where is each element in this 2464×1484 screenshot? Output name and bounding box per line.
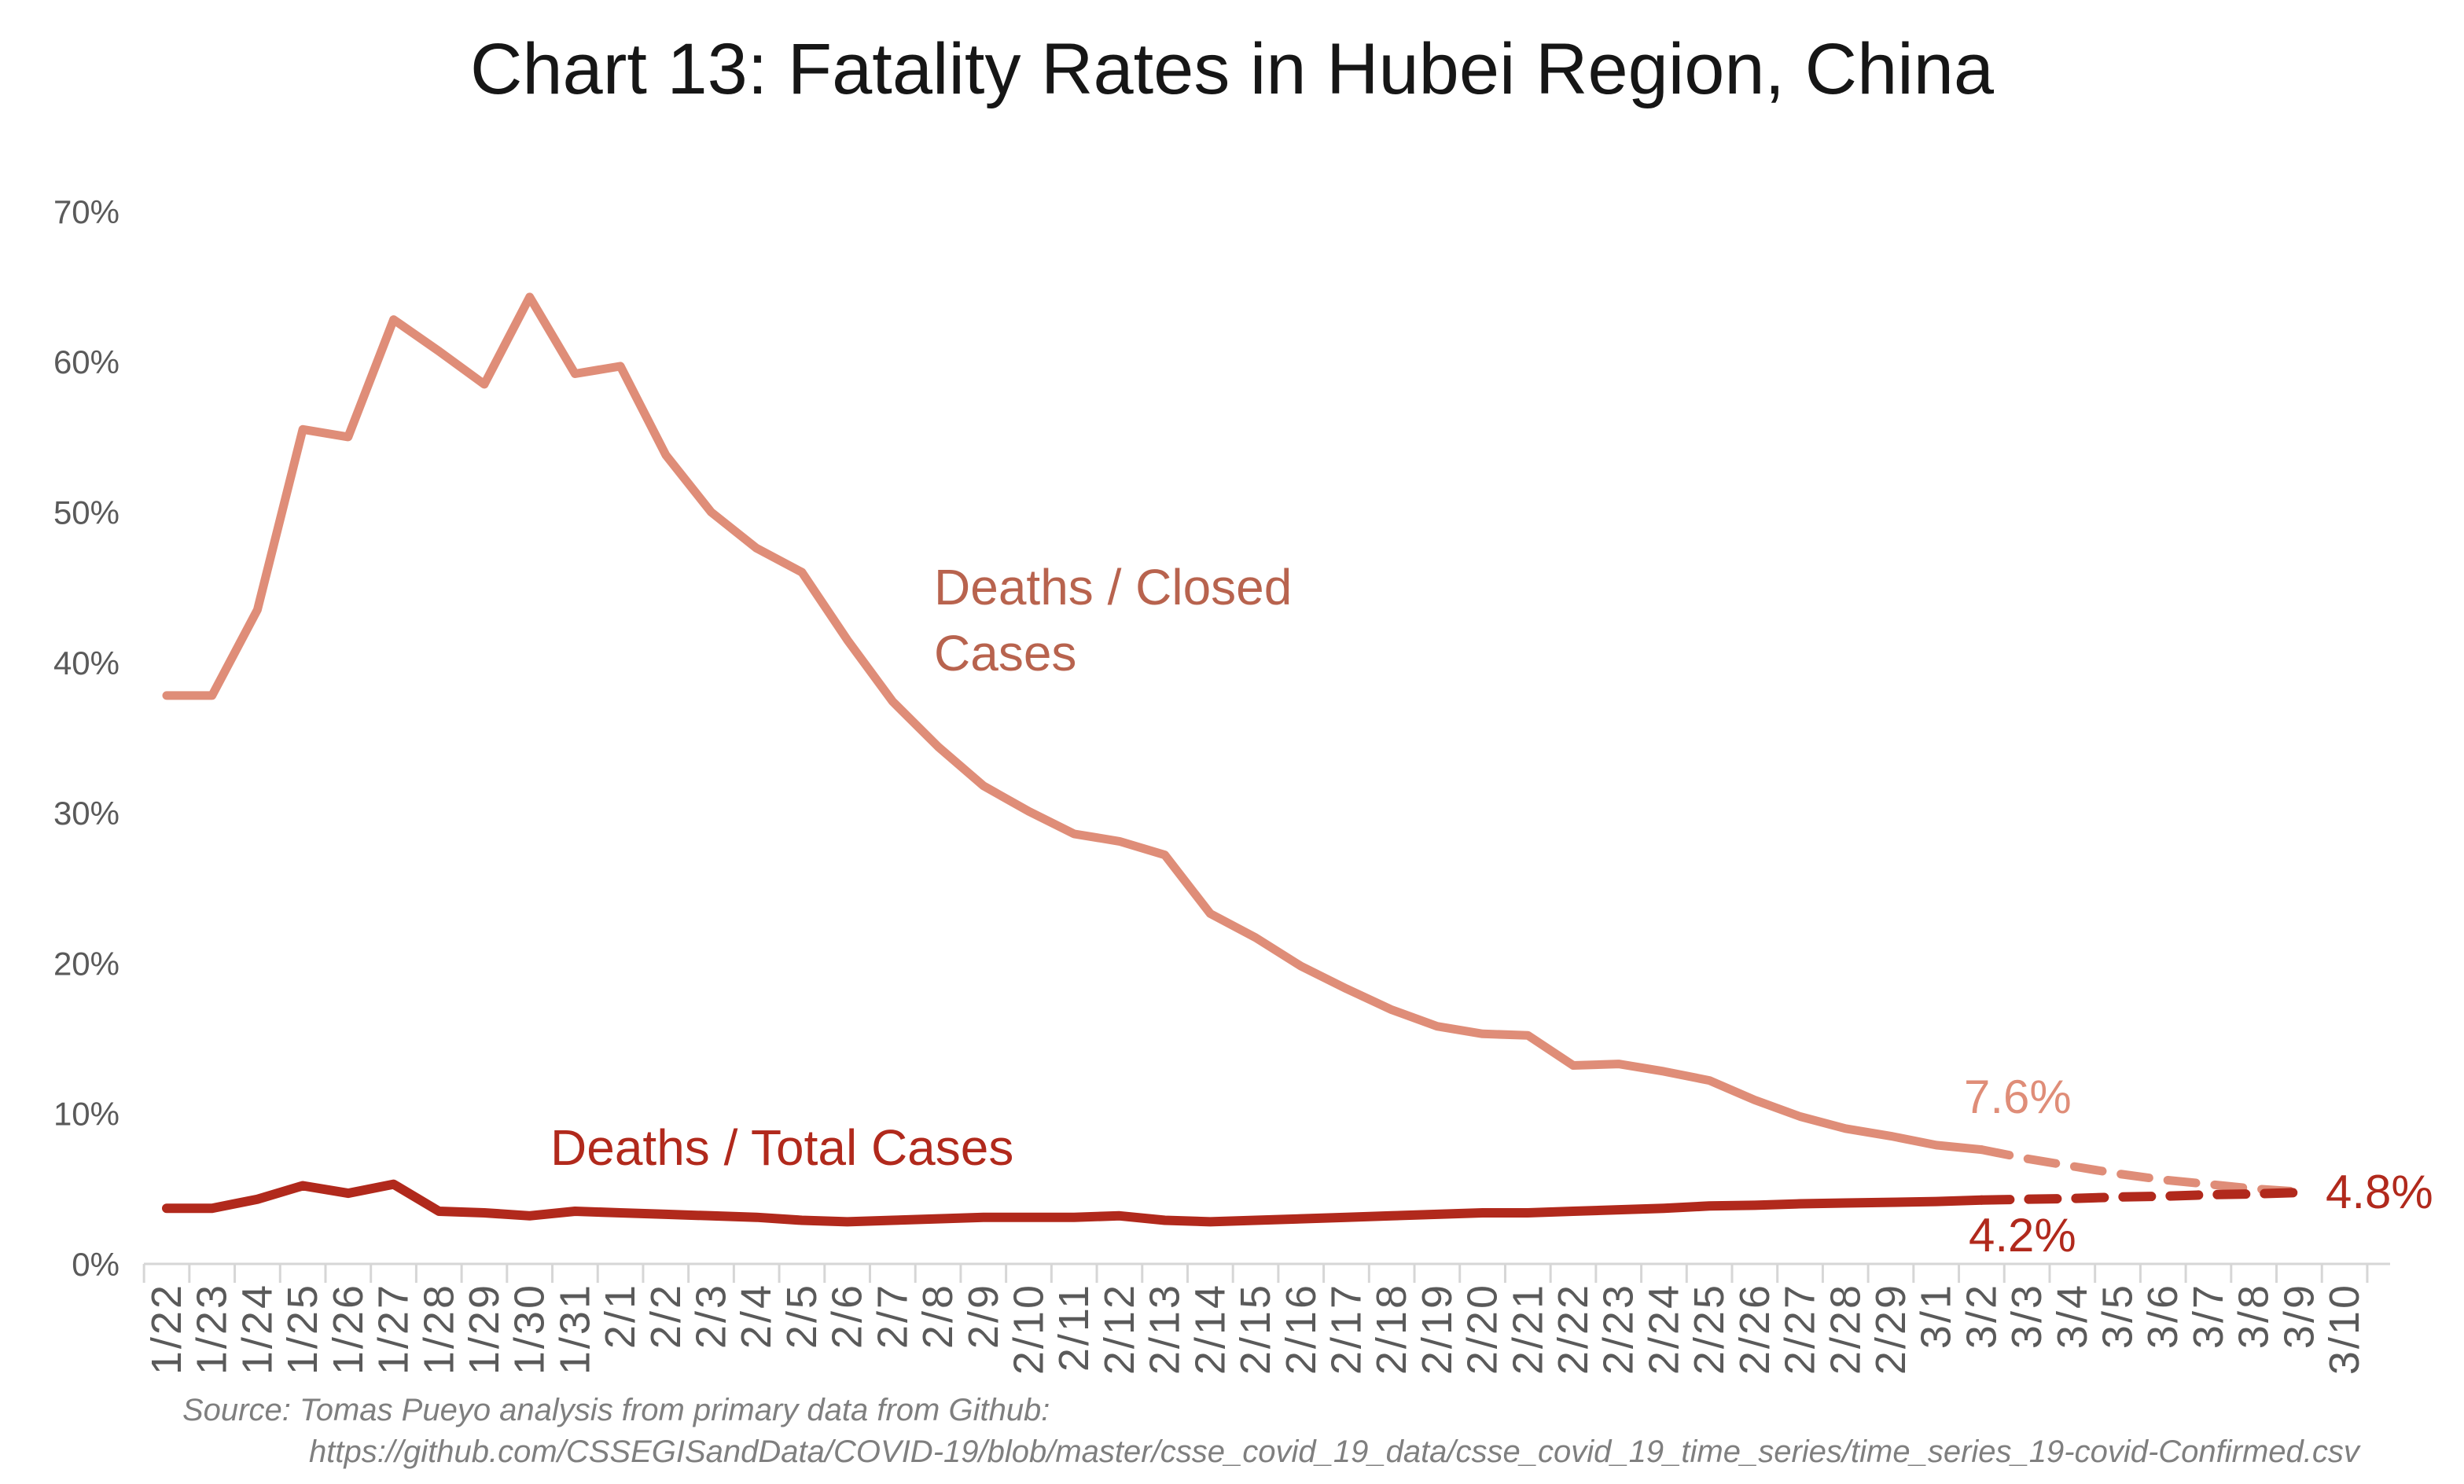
x-axis-tick-label: 1/30 (506, 1283, 553, 1375)
y-axis-tick-label: 70% (53, 193, 120, 230)
x-axis-tick-label: 1/29 (461, 1283, 508, 1375)
series-line-solid (162, 292, 1986, 1155)
source-line-1: Source: Tomas Pueyo analysis from primar… (182, 1393, 1050, 1427)
x-axis-tick-label: 2/12 (1096, 1283, 1143, 1375)
annotation-projection-convergence-value: 4.8% (2326, 1166, 2433, 1218)
x-axis-tick-label: 2/9 (960, 1283, 1007, 1349)
x-axis-tick-label: 2/14 (1186, 1283, 1234, 1375)
x-axis-tick-label: 3/4 (2049, 1283, 2096, 1349)
annotation-closed-cases-end-value: 7.6% (1964, 1071, 2072, 1123)
x-axis-tick-label: 2/23 (1595, 1283, 1642, 1375)
x-axis-tick-label: 2/20 (1459, 1283, 1506, 1375)
series-label-deaths-closed-cases: Deaths / Closed Cases (934, 559, 1293, 682)
x-axis-tick-label: 2/19 (1414, 1283, 1461, 1375)
x-axis-tick-label: 2/10 (1005, 1283, 1052, 1375)
x-axis-tick-label: 2/21 (1504, 1283, 1551, 1375)
x-axis-tick-label: 1/22 (143, 1283, 190, 1375)
x-axis-tick-label: 2/28 (1822, 1283, 1869, 1375)
x-axis-tick-label: 1/25 (279, 1283, 326, 1375)
y-axis-tick-label: 0% (72, 1246, 120, 1283)
x-axis-tick-label: 2/25 (1686, 1283, 1733, 1375)
x-axis-tick-label: 2/17 (1322, 1283, 1370, 1375)
x-axis-tick-label: 2/18 (1368, 1283, 1415, 1375)
y-axis-tick-label: 60% (53, 343, 120, 380)
x-axis-tick-label: 3/3 (2003, 1283, 2050, 1349)
y-axis-tick-label: 20% (53, 945, 120, 982)
x-axis-tick-label: 2/6 (824, 1283, 871, 1349)
x-axis-tick-label: 3/7 (2185, 1283, 2232, 1349)
y-axis-tick-label: 10% (53, 1096, 120, 1133)
x-axis-tick-label: 2/4 (733, 1283, 780, 1349)
series-line-projection-dashed (1977, 1188, 2304, 1205)
x-axis-tick-label: 3/2 (1958, 1283, 2005, 1349)
y-axis-tick-label: 50% (53, 494, 120, 531)
x-axis-tick-label: 2/26 (1731, 1283, 1778, 1375)
x-axis-tick-label: 1/26 (325, 1283, 372, 1375)
series-label-deaths-total-cases: Deaths / Total Cases (550, 1119, 1014, 1176)
x-axis-tick-label: 2/27 (1777, 1283, 1824, 1375)
y-axis-tick-label: 40% (53, 645, 120, 681)
x-axis-tick-label: 2/5 (778, 1283, 826, 1349)
x-axis-tick-label: 3/9 (2275, 1283, 2322, 1349)
source-line-2: https://github.com/CSSEGISandData/COVID-… (309, 1434, 2359, 1469)
x-axis-tick-label: 1/27 (370, 1283, 417, 1375)
x-axis-tick-label: 2/11 (1050, 1283, 1098, 1372)
x-axis-tick-label: 2/29 (1867, 1283, 1914, 1375)
x-axis-tick-label: 1/24 (234, 1283, 281, 1375)
x-axis-tick-label: 2/7 (869, 1283, 916, 1349)
y-axis-tick-label: 30% (53, 795, 120, 832)
series-line-projection-dashed (1977, 1145, 2304, 1196)
x-axis-tick-label: 2/1 (597, 1283, 644, 1349)
x-axis-tick-label: 1/28 (415, 1283, 462, 1375)
x-axis-tick-label: 2/8 (914, 1283, 962, 1349)
x-axis-tick-label: 3/5 (2094, 1283, 2142, 1349)
x-axis-tick-label: 1/23 (189, 1283, 236, 1375)
chart-title: Chart 13: Fatality Rates in Hubei Region… (469, 29, 1995, 109)
x-axis-tick-label: 2/24 (1640, 1283, 1687, 1375)
x-axis-tick-label: 2/16 (1278, 1283, 1325, 1375)
x-axis-tick-label: 3/6 (2139, 1283, 2186, 1349)
x-axis-tick-label: 3/8 (2230, 1283, 2278, 1349)
x-axis-tick-label: 3/10 (2321, 1283, 2368, 1375)
x-axis-tick-label: 1/31 (551, 1283, 598, 1375)
annotation-total-cases-end-value: 4.2% (1969, 1209, 2076, 1262)
x-axis-tick-label: 2/15 (1232, 1283, 1279, 1375)
series-line-solid (162, 1179, 1987, 1227)
x-axis-tick-label: 2/13 (1142, 1283, 1189, 1375)
x-axis-tick-label: 2/3 (688, 1283, 735, 1349)
x-axis-tick-label: 2/2 (642, 1283, 690, 1349)
x-axis-tick-label: 2/22 (1550, 1283, 1597, 1375)
source-note: Source: Tomas Pueyo analysis from primar… (0, 1390, 2464, 1473)
x-axis-tick-label: 3/1 (1913, 1283, 1960, 1349)
